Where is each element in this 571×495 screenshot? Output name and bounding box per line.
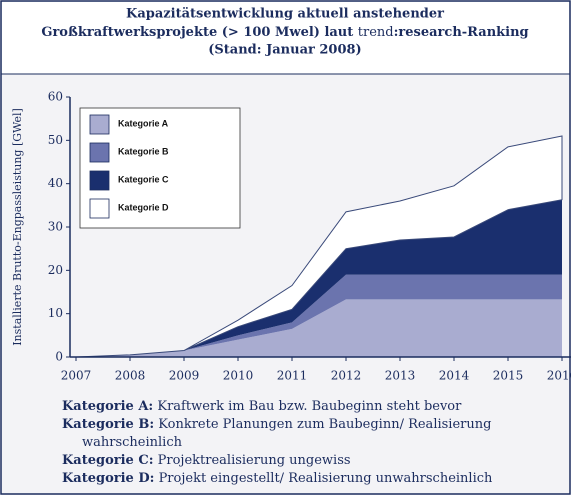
note-text: Kraftwerk im Bau bzw. Baubeginn steht be…	[157, 399, 462, 414]
note: wahrscheinlich	[82, 435, 183, 450]
legend-swatch	[89, 170, 110, 191]
y-tick-label: 40	[48, 176, 63, 190]
note-label: Kategorie D:	[62, 471, 154, 486]
x-tick-label: 2007	[61, 369, 92, 383]
title-bg	[2, 2, 569, 74]
legend-label: Kategorie B	[118, 146, 169, 156]
x-tick-label: 2012	[331, 369, 362, 383]
y-tick-label: 60	[48, 90, 63, 104]
area	[75, 135, 563, 358]
note-label: Kategorie B:	[62, 417, 154, 432]
y-tick-label: 10	[48, 306, 63, 320]
note-label: Kategorie A:	[62, 399, 153, 414]
note: Kategorie A: Kraftwerk im Bau bzw. Baube…	[62, 399, 462, 414]
x-tick-label: 2014	[439, 369, 470, 383]
x-tick-label: 2011	[277, 369, 308, 383]
y-axis-label: Installierte Brutto-Engpassleistung [GWe…	[11, 108, 24, 346]
y-tick-label: 20	[48, 263, 63, 277]
note: Kategorie D: Projekt eingestellt/ Realis…	[62, 471, 493, 486]
y-tick-label: 30	[48, 220, 63, 234]
note-label: Kategorie C:	[62, 453, 154, 468]
note-text: Projektrealisierung ungewiss	[158, 453, 351, 468]
note-text: Projekt eingestellt/ Realisierung unwahr…	[159, 471, 493, 486]
chart-title: (Stand: Januar 2008)	[208, 43, 361, 58]
legend-swatch	[89, 114, 110, 135]
note-text: Konkrete Planungen zum Baubeginn/ Realis…	[158, 417, 491, 432]
legend-label: Kategorie A	[118, 118, 169, 128]
chart-title: Großkraftwerksprojekte (> 100 Mwel) laut…	[41, 25, 528, 40]
legend-swatch	[89, 142, 110, 163]
note: Kategorie C: Projektrealisierung ungewis…	[62, 453, 351, 468]
area	[76, 199, 562, 357]
note-text: wahrscheinlich	[82, 435, 183, 450]
title-part: :research-Ranking	[394, 25, 529, 40]
legend-swatch	[89, 198, 110, 219]
x-tick-label: 2008	[115, 369, 146, 383]
x-tick-label: 2016	[547, 369, 571, 383]
x-tick-label: 2009	[169, 369, 200, 383]
legend-label: Kategorie C	[118, 174, 169, 184]
note: Kategorie B: Konkrete Planungen zum Baub…	[62, 417, 491, 432]
area	[76, 299, 562, 357]
y-tick-label: 0	[55, 350, 63, 364]
chart-title: Kapazitätsentwicklung aktuell anstehende…	[126, 7, 444, 22]
x-tick-label: 2010	[223, 369, 254, 383]
title-part: trend	[358, 25, 394, 40]
x-tick-label: 2013	[385, 369, 416, 383]
x-tick-label: 2015	[493, 369, 524, 383]
legend-label: Kategorie D	[118, 202, 169, 212]
title-part: Großkraftwerksprojekte (> 100 Mwel) laut	[41, 25, 357, 40]
area	[76, 274, 562, 357]
y-tick-label: 50	[48, 133, 63, 147]
